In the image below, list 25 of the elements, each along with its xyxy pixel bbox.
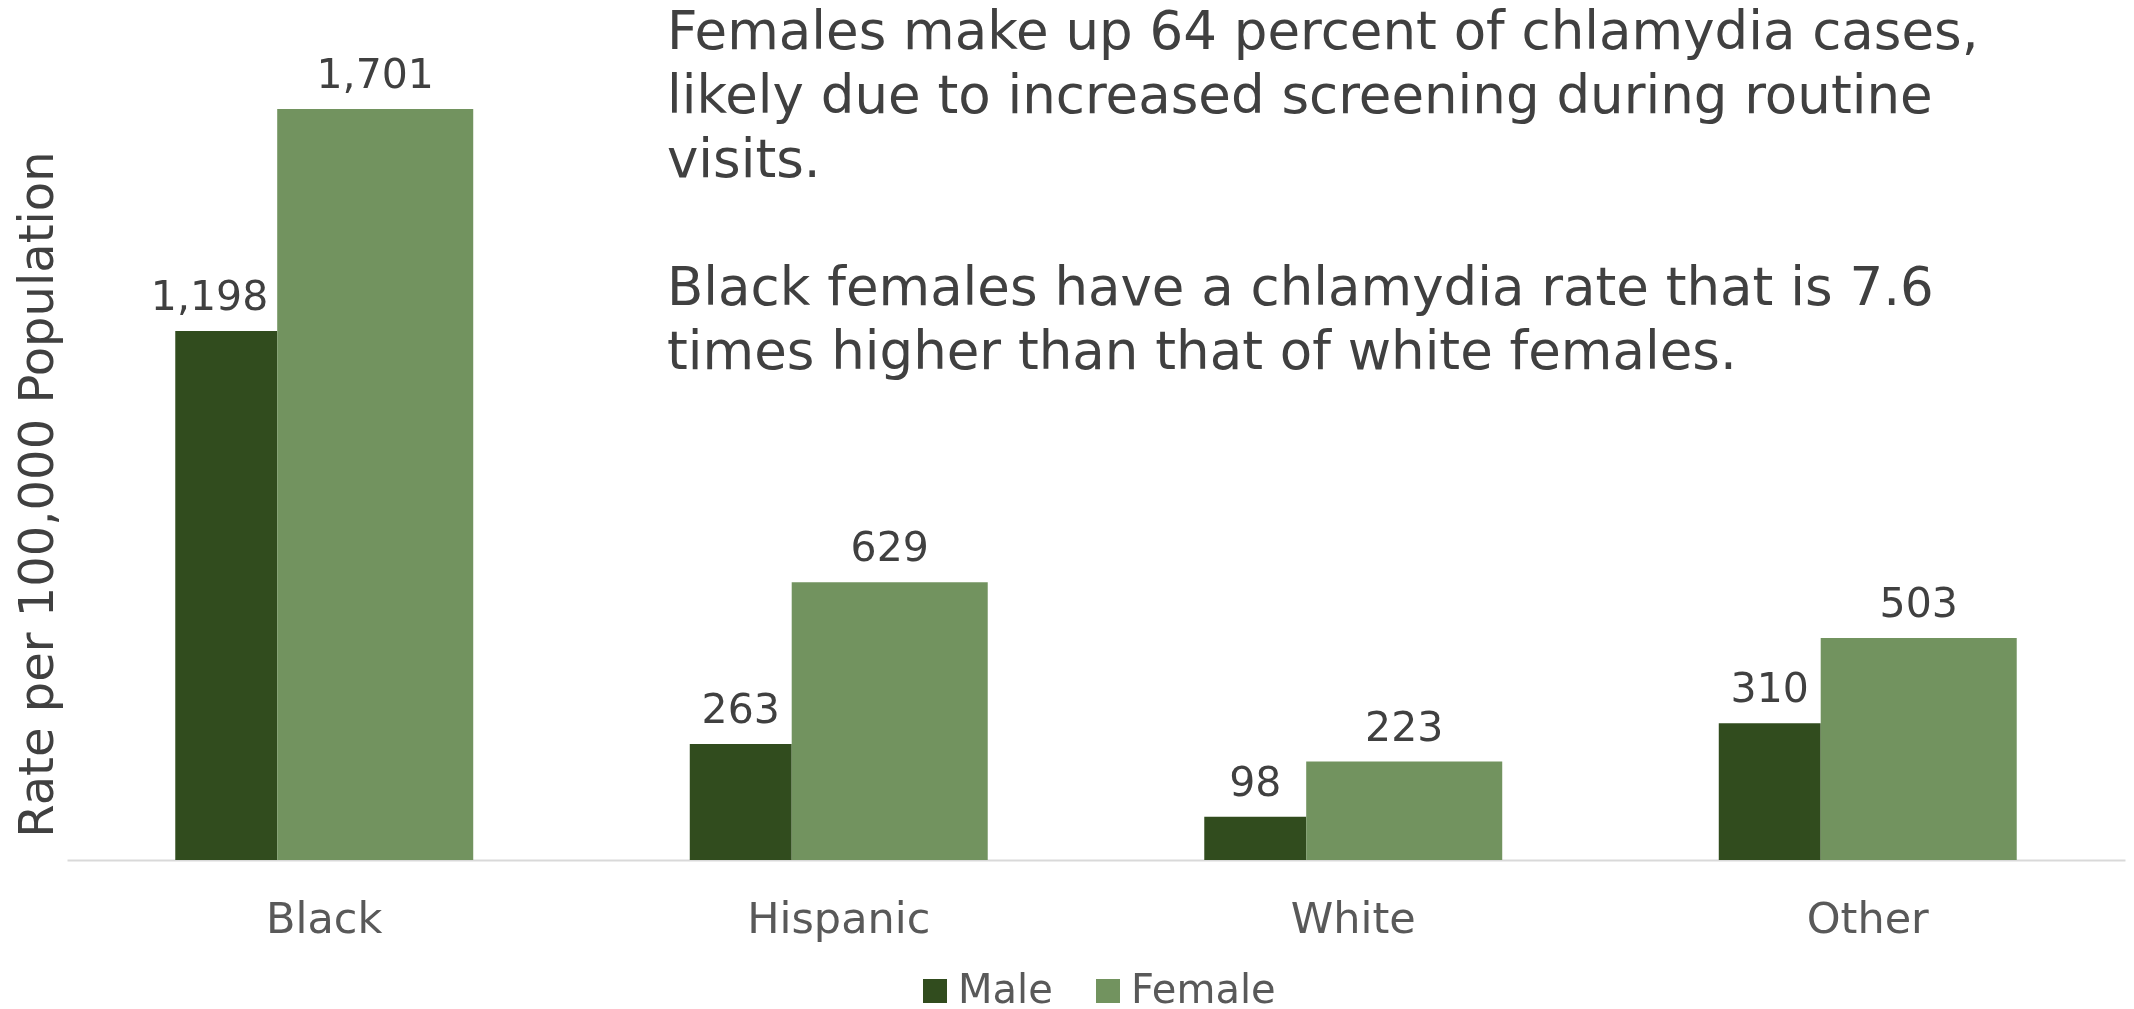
bar [1718, 723, 1821, 860]
data-label: 1,701 [316, 50, 434, 98]
bar [1306, 761, 1503, 860]
bar [175, 331, 278, 860]
x-tick-label: White [1290, 892, 1416, 943]
x-tick-label: Other [1806, 892, 1930, 943]
bar [1204, 816, 1307, 860]
bar [277, 109, 474, 860]
legend-label: Female [1131, 966, 1276, 1009]
annotation: Black females have a chlamydia rate that is 7.6 times higher than that of white females. [667, 256, 1934, 381]
bar [1820, 637, 2017, 860]
y-axis-title: Rate per 100,000 Population [7, 151, 64, 838]
bar [791, 582, 988, 860]
data-label: 98 [1229, 757, 1282, 806]
data-label: 310 [1730, 664, 1809, 713]
data-label: 223 [1365, 702, 1444, 751]
bar [689, 743, 792, 860]
legend-label: Male [958, 966, 1053, 1009]
data-label: 503 [1879, 578, 1958, 627]
annotation: Females make up 64 percent of chlamydia cases, likely due to increased screening during routine visits. [667, 0, 1979, 189]
x-tick-label: Hispanic [747, 892, 931, 943]
data-label: 629 [850, 523, 929, 572]
data-label: 1,198 [150, 272, 269, 321]
data-label: 263 [701, 684, 780, 733]
x-tick-label: Black [266, 892, 383, 943]
